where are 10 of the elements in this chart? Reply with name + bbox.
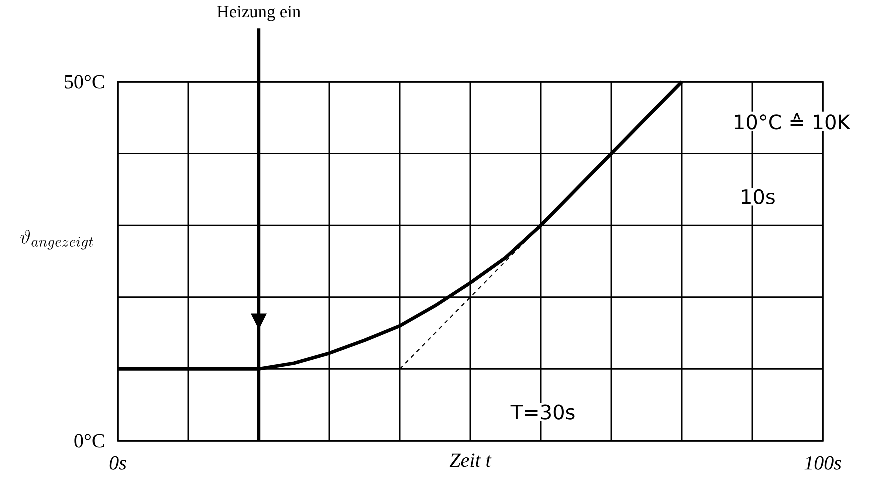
x-axis-title: Zeit t xyxy=(450,454,492,468)
y-tick-label: 0°C xyxy=(74,434,104,448)
ref-line-label: Heizung ein xyxy=(217,6,301,22)
x-tick-label: 100s xyxy=(804,456,842,470)
annotation: 10°C ≙ 10K xyxy=(735,113,851,130)
annotation: 10s xyxy=(742,189,775,204)
annotation: T=30s xyxy=(510,404,575,420)
x-tick-label: 0s xyxy=(110,456,126,470)
y-axis-title: $\vartheta_{angezeigt}$ xyxy=(20,230,94,250)
y-tick-label: 50°C xyxy=(65,75,104,89)
